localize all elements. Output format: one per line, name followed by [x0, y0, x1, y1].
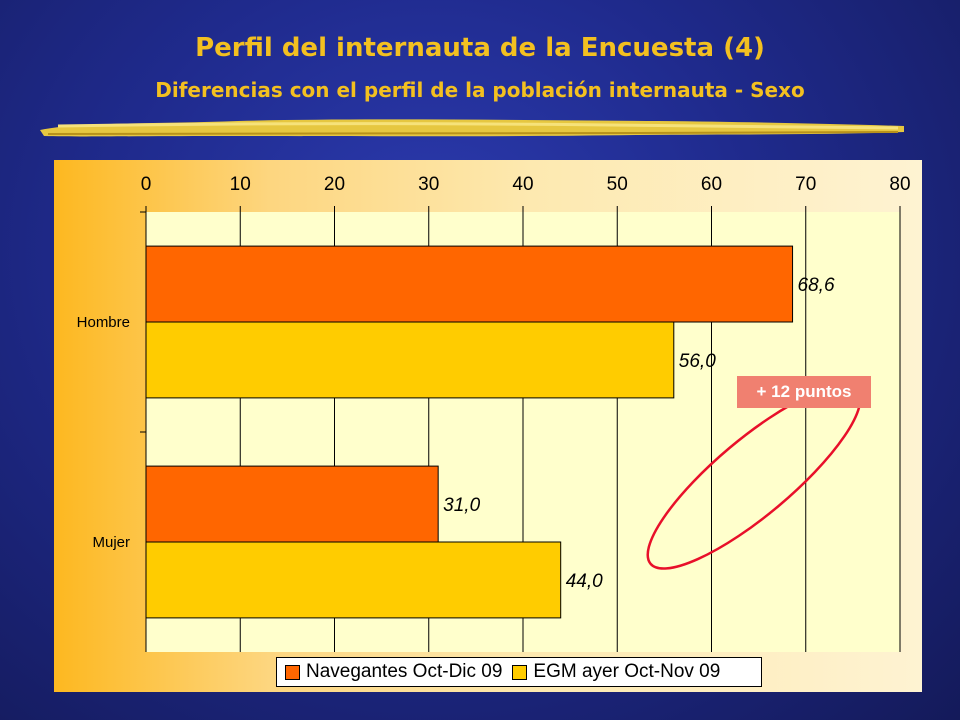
- slide-subtitle: Diferencias con el perfil de la població…: [155, 78, 805, 102]
- bar-mujer-series-1: [145, 465, 439, 543]
- tick-label-x-20: 20: [324, 174, 345, 195]
- tick-label-x-40: 40: [512, 174, 533, 195]
- category-label-mujer: Mujer: [92, 534, 130, 551]
- tick-label-x-30: 30: [418, 174, 439, 195]
- data-label-hombre-series-1: 68,6: [798, 275, 835, 296]
- difference-badge: + 12 puntos: [737, 376, 871, 408]
- tick-label-x-50: 50: [607, 174, 628, 195]
- tick-label-x-60: 60: [701, 174, 722, 195]
- slide-title: Perfil del internauta de la Encuesta (4): [195, 33, 765, 63]
- brush-stroke-divider: [40, 119, 904, 137]
- legend-item-egm: EGM ayer Oct-Nov 09: [512, 661, 720, 683]
- bar-hombre-series-1: [145, 245, 794, 323]
- tick-label-x-0: 0: [141, 174, 152, 195]
- category-label-hombre: Hombre: [77, 314, 130, 331]
- legend-item-navegantes: Navegantes Oct-Dic 09: [285, 661, 502, 683]
- bar-hombre-series-2: [145, 321, 675, 399]
- bar-chart: 0 10 20 30 40 50 60 70 80 Hombre Mujer 68,6 56,0 31…: [77, 174, 911, 652]
- chart-panel: 0 10 20 30 40 50 60 70 80 Hombre Mujer 68,6 56,0 31…: [54, 160, 922, 692]
- tick-label-x-10: 10: [230, 174, 251, 195]
- bar-mujer-series-2: [145, 541, 562, 619]
- tick-label-x-70: 70: [795, 174, 816, 195]
- data-label-hombre-series-2: 56,0: [679, 351, 716, 372]
- data-label-mujer-series-1: 31,0: [443, 495, 480, 516]
- legend-swatch-navegantes: [285, 664, 300, 680]
- data-label-mujer-series-2: 44,0: [566, 571, 603, 592]
- legend-label-egm: EGM ayer Oct-Nov 09: [533, 661, 721, 682]
- legend-swatch-egm: [512, 664, 528, 680]
- tick-label-x-80: 80: [889, 174, 910, 195]
- chart-legend: Navegantes Oct-Dic 09 EGM ayer Oct-Nov 0…: [276, 657, 762, 687]
- legend-label-navegantes: Navegantes Oct-Dic 09: [306, 661, 503, 682]
